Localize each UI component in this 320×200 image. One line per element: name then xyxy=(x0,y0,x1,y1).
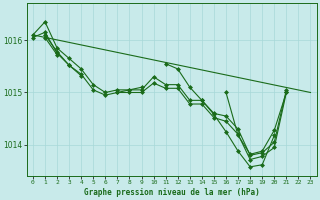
X-axis label: Graphe pression niveau de la mer (hPa): Graphe pression niveau de la mer (hPa) xyxy=(84,188,260,197)
